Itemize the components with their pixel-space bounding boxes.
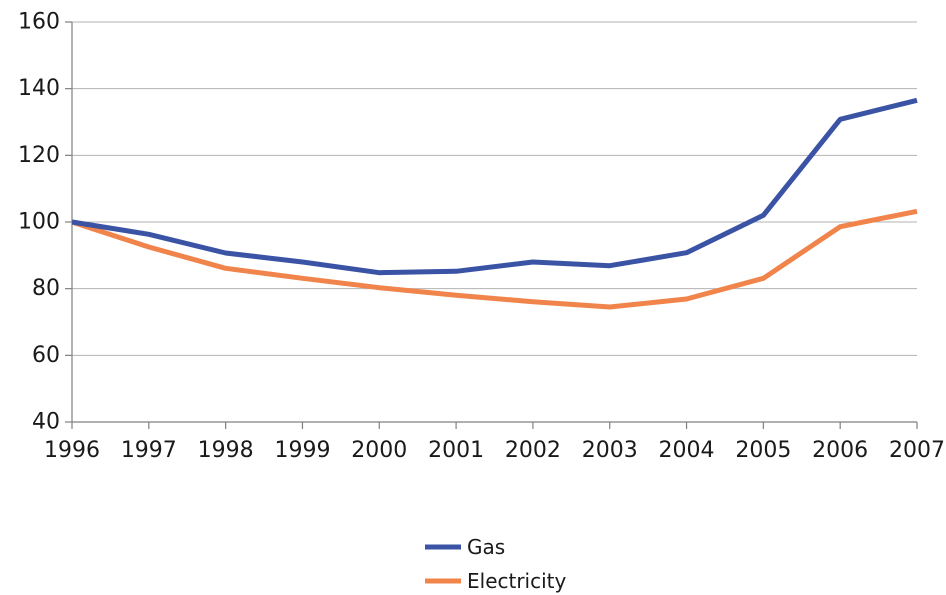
y-tick-label: 120	[18, 143, 60, 168]
y-tick-label: 80	[32, 276, 60, 301]
legend: Gas Electricity	[425, 535, 567, 593]
series-lines	[71, 97, 918, 310]
legend-label-electricity: Electricity	[467, 569, 567, 593]
x-tick-label: 2001	[428, 438, 484, 463]
x-tick-label: 2006	[812, 438, 868, 463]
series-line-gas	[71, 97, 918, 276]
x-tick-label: 2000	[351, 438, 407, 463]
y-tick-label: 160	[18, 10, 60, 35]
gridlines	[72, 21, 917, 356]
x-tick-label: 1998	[198, 438, 254, 463]
x-tick-label: 2005	[735, 438, 791, 463]
x-tick-label: 2002	[505, 438, 561, 463]
legend-label-gas: Gas	[467, 535, 505, 559]
series-line-electricity	[71, 208, 918, 310]
x-tick-label: 1996	[44, 438, 100, 463]
x-tick-label: 1999	[274, 438, 330, 463]
x-axis-ticks: 1996 1997 1998 1999 2000 2001 2002 2003 2004 2005…	[44, 422, 945, 463]
x-tick-label: 1997	[121, 438, 177, 463]
y-tick-label: 60	[32, 343, 60, 368]
y-axis-ticks: 40 60 80 100 120 140 160	[18, 10, 72, 435]
y-tick-label: 40	[32, 410, 60, 435]
x-tick-label: 2004	[659, 438, 715, 463]
y-tick-label: 100	[18, 210, 60, 235]
x-tick-label: 2003	[582, 438, 638, 463]
y-tick-label: 140	[18, 76, 60, 101]
x-tick-label: 2007	[889, 438, 945, 463]
